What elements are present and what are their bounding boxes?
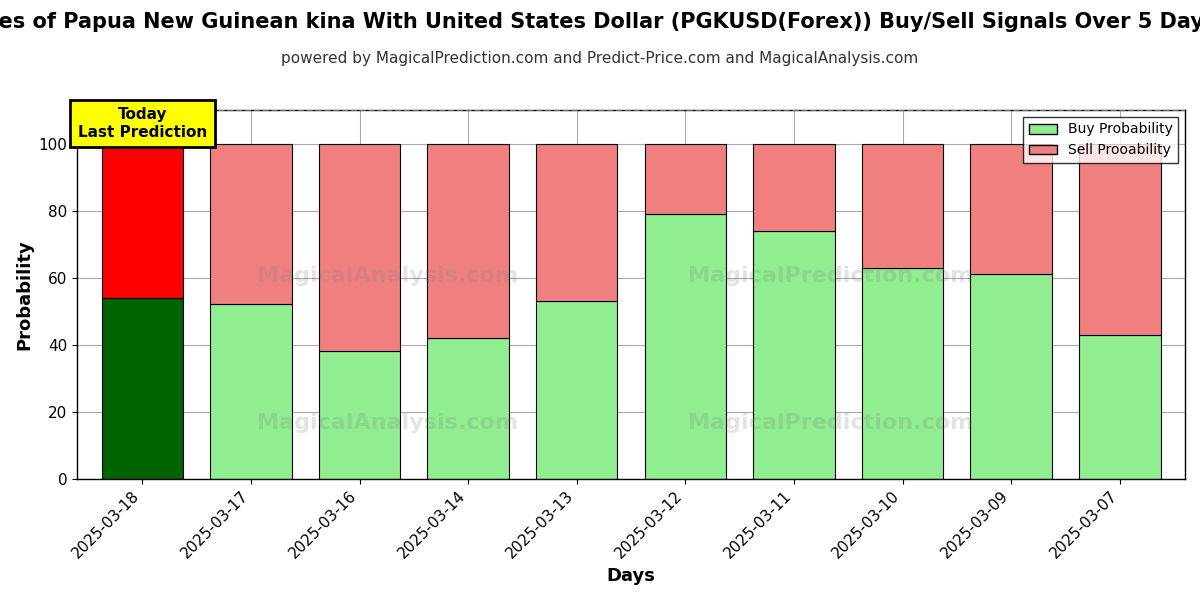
Text: MagicalPrediction.com: MagicalPrediction.com <box>688 413 973 433</box>
Bar <box>862 143 943 268</box>
Bar <box>644 214 726 479</box>
Bar <box>862 268 943 479</box>
Bar <box>427 143 509 338</box>
Bar <box>644 143 726 214</box>
Bar <box>971 274 1052 479</box>
Bar <box>102 298 184 479</box>
Bar <box>536 301 618 479</box>
Text: MagicalAnalysis.com: MagicalAnalysis.com <box>257 266 518 286</box>
Text: powered by MagicalPrediction.com and Predict-Price.com and MagicalAnalysis.com: powered by MagicalPrediction.com and Pre… <box>281 51 919 66</box>
Text: Today
Last Prediction: Today Last Prediction <box>78 107 206 140</box>
Bar <box>427 338 509 479</box>
Text: Probabilities of Papua New Guinean kina With United States Dollar (PGKUSD(Forex): Probabilities of Papua New Guinean kina … <box>0 12 1200 32</box>
Bar <box>754 230 835 479</box>
Bar <box>319 352 401 479</box>
Text: MagicalAnalysis.com: MagicalAnalysis.com <box>257 413 518 433</box>
Y-axis label: Probability: Probability <box>14 239 32 350</box>
Bar <box>536 143 618 301</box>
Text: MagicalPrediction.com: MagicalPrediction.com <box>688 266 973 286</box>
X-axis label: Days: Days <box>607 567 655 585</box>
Bar <box>1079 143 1160 335</box>
Bar <box>754 143 835 230</box>
Legend: Buy Probability, Sell Prooability: Buy Probability, Sell Prooability <box>1024 117 1178 163</box>
Bar <box>210 304 292 479</box>
Bar <box>319 143 401 352</box>
Bar <box>210 143 292 304</box>
Bar <box>102 143 184 298</box>
Bar <box>971 143 1052 274</box>
Bar <box>1079 335 1160 479</box>
